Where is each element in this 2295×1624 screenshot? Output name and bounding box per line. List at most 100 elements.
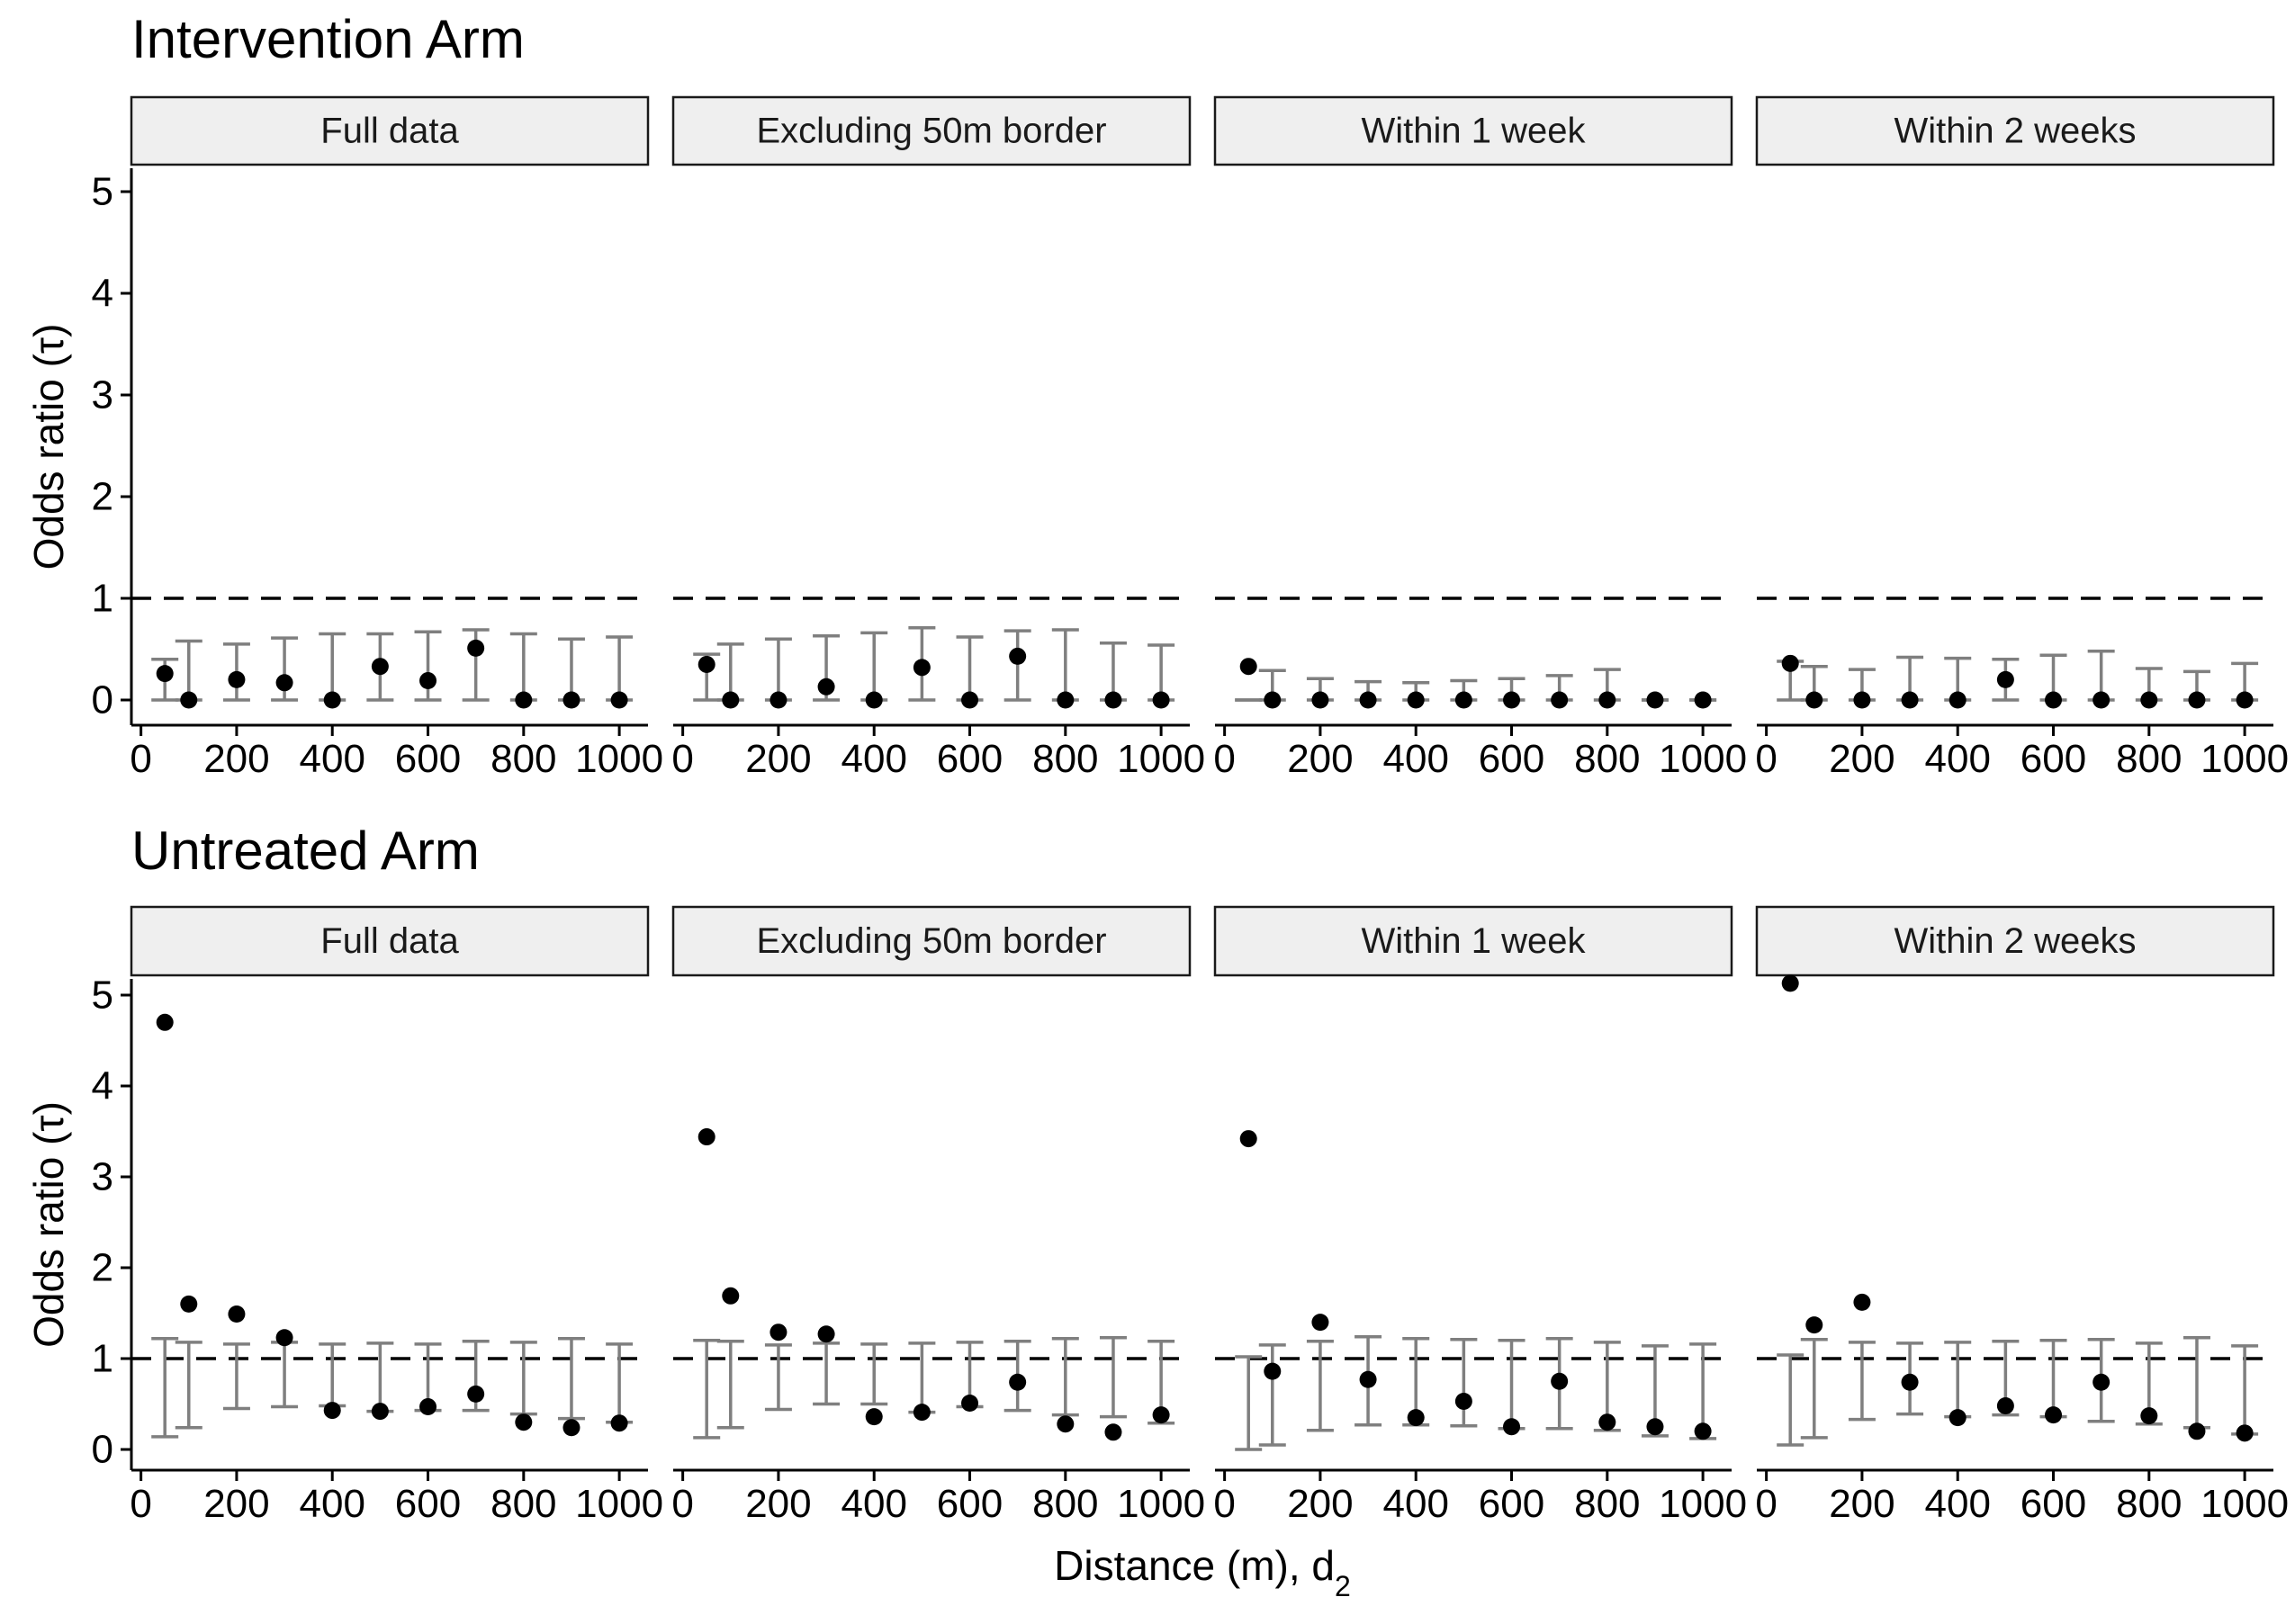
x-tick-label: 600 [2020,737,2086,781]
x-tick-label: 800 [1574,1482,1640,1526]
data-point [865,1408,883,1426]
data-point [156,1013,174,1031]
data-point [1152,1406,1170,1424]
x-tick-label: 0 [1213,1482,1235,1526]
data-point [698,655,716,673]
data-point [1805,691,1823,709]
data-point [1057,1415,1075,1433]
facet-panel: Full data 0 200 400 600 800 1000 [130,95,663,781]
x-tick-label: 200 [203,737,269,781]
data-point [913,1404,931,1422]
data-point [2188,1422,2206,1440]
data-point [275,674,293,692]
data-point [770,1323,788,1341]
data-point [1311,1314,1329,1332]
data-point [515,691,533,709]
strip-label: Within 2 weeks [1894,112,2137,151]
y-tick-label: 1 [92,577,113,621]
y-tick-label: 4 [92,1064,113,1108]
data-point [1407,691,1425,709]
x-tick-label: 400 [1383,737,1449,781]
data-point [1454,691,1472,709]
x-tick-label: 1000 [1659,737,1747,781]
data-point [323,691,341,709]
x-tick-label: 600 [395,1482,461,1526]
x-tick-label: 1000 [1659,1482,1747,1526]
y-tick-label: 0 [92,1428,113,1472]
x-tick-label: 400 [1925,1482,1991,1526]
data-point [1781,974,1799,992]
data-point [1104,1423,1122,1441]
data-point [2092,1373,2110,1391]
data-point [1901,1373,1919,1391]
facet-panel: Full data 0 200 400 600 800 1000 [130,905,663,1526]
x-tick-label: 600 [1479,737,1544,781]
strip-box [1213,95,1733,166]
data-point [1239,658,1257,676]
x-tick-label: 200 [745,737,811,781]
x-axis-title-subscript: 2 [1335,1570,1351,1602]
data-point [1359,1370,1377,1388]
data-point [1598,1413,1616,1431]
x-tick-label: 1000 [575,737,663,781]
y-tick-label: 2 [92,475,113,519]
data-point [817,1325,835,1343]
x-tick-label: 0 [1213,737,1235,781]
x-tick-label: 600 [937,737,1003,781]
facet-panel: Excluding 50m border 0 200 400 600 800 1000 [671,95,1205,781]
data-point [467,639,485,657]
strip-box [130,95,650,166]
data-point [1996,670,2014,688]
strip-box [130,905,650,977]
strip-label: Excluding 50m border [756,112,1106,151]
data-point [1454,1392,1472,1410]
x-tick-label: 200 [1829,737,1894,781]
data-point [156,665,174,683]
x-tick-label: 0 [1755,1482,1777,1526]
x-tick-label: 200 [1287,1482,1353,1526]
x-tick-label: 400 [300,737,365,781]
strip-box [671,95,1192,166]
facet-panel: Excluding 50m border 0 200 400 600 800 1000 [671,905,1205,1526]
data-point [228,670,246,688]
data-point [515,1413,533,1431]
data-point [913,659,931,677]
data-point [1104,691,1122,709]
strip-box [671,905,1192,977]
facet-panel: Within 1 week 0 200 400 600 800 1000 [1213,95,1747,781]
data-point [1057,691,1075,709]
data-point [371,658,389,676]
data-point [1407,1409,1425,1427]
data-point [698,1128,716,1146]
y-tick-label: 4 [92,272,113,316]
x-tick-label: 600 [2020,1482,2086,1526]
x-tick-label: 200 [203,1482,269,1526]
strip-label: Full data [320,921,459,961]
data-point [2140,691,2158,709]
data-point [419,672,437,690]
y-tick-label: 2 [92,1246,113,1290]
x-tick-label: 800 [1032,737,1098,781]
x-tick-label: 1000 [2200,737,2289,781]
data-point [1853,691,1871,709]
data-point [1264,1362,1282,1380]
data-point [1694,691,1712,709]
data-point [610,1414,628,1432]
data-point [2188,691,2206,709]
data-point [770,691,788,709]
y-tick-label: 3 [92,373,113,417]
x-tick-label: 0 [1755,737,1777,781]
y-tick-label: 5 [92,974,113,1018]
strip-box [1755,905,2275,977]
strip-box [1213,905,1733,977]
strip-label: Within 1 week [1362,921,1587,961]
data-point [865,691,883,709]
y-axis-title: Odds ratio (τ) [25,324,72,570]
x-tick-label: 600 [1479,1482,1544,1526]
data-point [961,691,979,709]
strip-label: Within 2 weeks [1894,921,2137,961]
data-point [961,1394,979,1412]
row-title: Untreated Arm [131,821,480,881]
data-point [180,691,198,709]
data-point [1264,691,1282,709]
